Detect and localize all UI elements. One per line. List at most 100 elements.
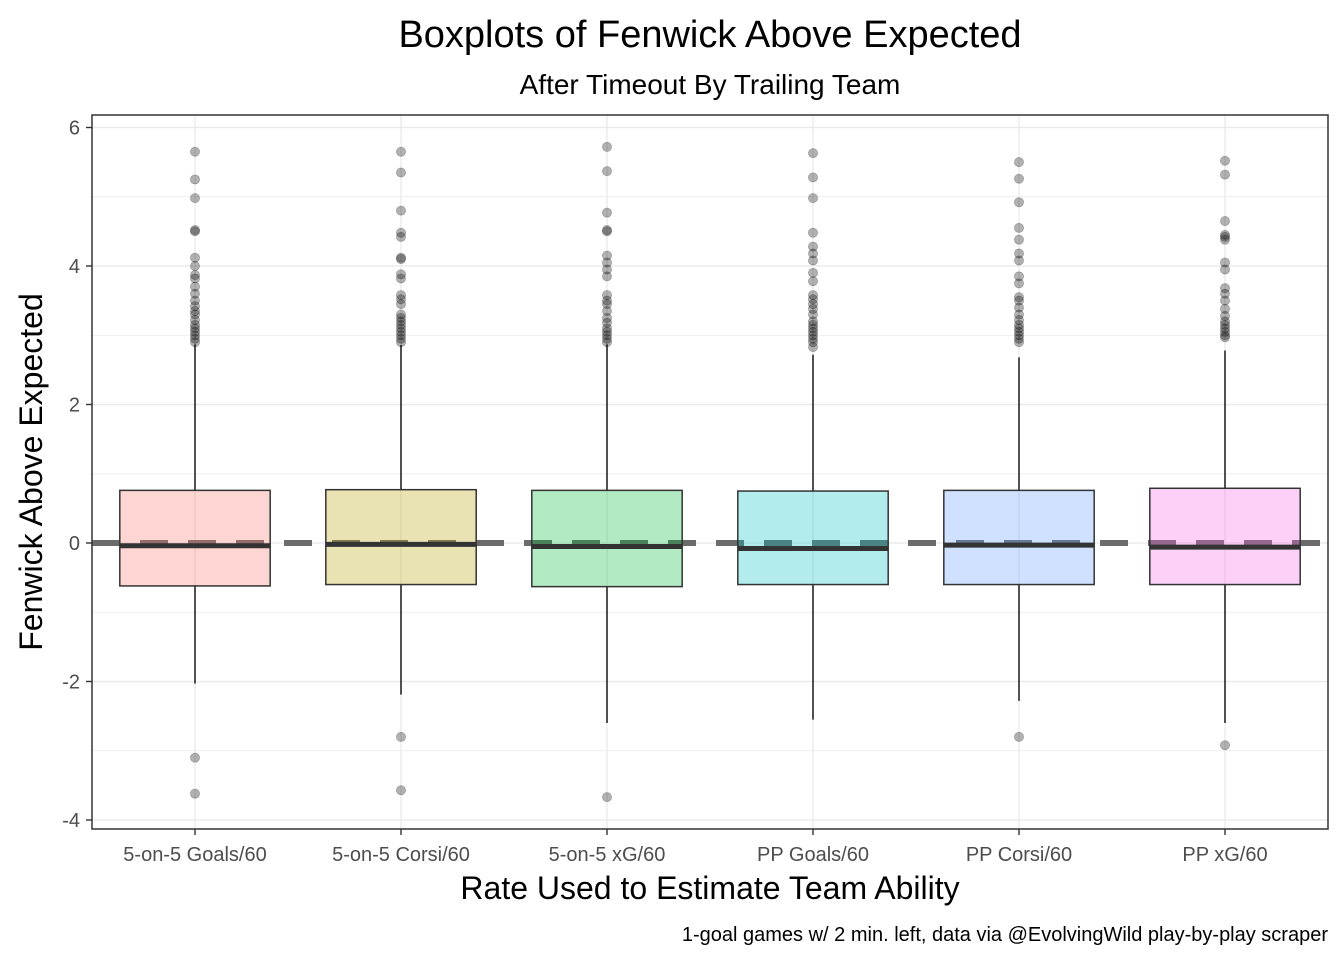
outlier-point (1220, 155, 1231, 166)
outlier-point (189, 174, 200, 185)
outlier-point (395, 785, 406, 796)
outlier-point (808, 248, 819, 259)
outlier-point (1220, 740, 1231, 751)
outlier-point (189, 273, 200, 284)
outlier-point (808, 241, 819, 252)
outlier-point (395, 323, 406, 334)
outlier-point (395, 227, 406, 238)
outlier-point (808, 319, 819, 330)
outlier-point (808, 330, 819, 341)
outlier-point (189, 337, 200, 348)
outlier-point (1014, 278, 1025, 289)
x-tick-label: 5-on-5 xG/60 (549, 844, 666, 866)
box-group (531, 141, 683, 803)
outlier-point (395, 731, 406, 742)
outlier-point (602, 330, 613, 341)
box-group (737, 148, 889, 720)
outlier-point (602, 323, 613, 334)
outlier-point (395, 273, 406, 284)
outlier-point (1220, 319, 1231, 330)
outlier-point (808, 323, 819, 334)
outlier-point (602, 141, 613, 152)
outlier-point (189, 752, 200, 763)
outlier-point (395, 254, 406, 265)
x-tick-label: PP Corsi/60 (966, 844, 1072, 866)
outlier-point (808, 342, 819, 353)
outlier-point (602, 271, 613, 282)
outlier-point (808, 255, 819, 266)
outlier-point (808, 309, 819, 320)
outlier-point (808, 299, 819, 310)
outlier-point (1014, 319, 1025, 330)
outlier-point (1014, 222, 1025, 233)
outlier-point (808, 267, 819, 278)
outlier-point (189, 288, 200, 299)
x-tick-label: 5-on-5 Corsi/60 (332, 844, 470, 866)
chart-caption: 1-goal games w/ 2 min. left, data via @E… (682, 924, 1328, 946)
y-axis-title: Fenwick Above Expected (13, 293, 49, 651)
outlier-point (1220, 288, 1231, 299)
outlier-point (189, 224, 200, 235)
y-tick-label: 6 (69, 118, 80, 140)
outlier-point (1220, 332, 1231, 343)
x-tick-label: PP Goals/60 (757, 844, 869, 866)
outlier-point (189, 333, 200, 344)
outlier-point (1014, 326, 1025, 337)
outlier-point (1220, 330, 1231, 341)
outlier-point (602, 264, 613, 275)
outlier-point (602, 257, 613, 268)
x-axis: 5-on-5 Goals/60 5-on-5 Corsi/60 5-on-5 xG/… (123, 829, 1268, 866)
outlier-point (808, 193, 819, 204)
y-tick-label: -4 (62, 810, 80, 832)
outlier-point (602, 792, 613, 803)
outlier-point (395, 167, 406, 178)
outlier-point (395, 326, 406, 337)
outlier-point (1014, 337, 1025, 348)
outlier-point (395, 294, 406, 305)
box (325, 488, 477, 586)
box-group (943, 157, 1095, 742)
outlier-point (189, 270, 200, 281)
outlier-point (602, 166, 613, 177)
plot-border (91, 114, 1329, 830)
outlier-point (1014, 197, 1025, 208)
outlier-point (1014, 323, 1025, 334)
outlier-point (602, 306, 613, 317)
box-group (119, 146, 271, 799)
outlier-point (1014, 292, 1025, 303)
box-group (325, 146, 477, 796)
outlier-point (808, 172, 819, 183)
outlier-point (189, 323, 200, 334)
outlier-point (1014, 731, 1025, 742)
outlier-point (1220, 257, 1231, 268)
outlier-point (1014, 315, 1025, 326)
plot-panel (92, 115, 1328, 829)
outlier-point (395, 205, 406, 216)
outlier-point (1014, 302, 1025, 313)
outlier-point (1014, 234, 1025, 245)
outlier-point (395, 312, 406, 323)
box-group (1149, 155, 1301, 751)
outlier-point (395, 146, 406, 157)
outlier-point (189, 330, 200, 341)
outlier-point (1014, 295, 1025, 306)
outlier-point (1014, 255, 1025, 266)
outlier-point (189, 315, 200, 326)
outlier-point (808, 290, 819, 301)
outlier-point (1220, 169, 1231, 180)
outlier-point (395, 269, 406, 280)
outlier-point (189, 252, 200, 263)
outlier-point (602, 312, 613, 323)
x-tick-label: 5-on-5 Goals/60 (123, 844, 266, 866)
y-tick-label: -2 (62, 672, 80, 694)
outlier-point (1014, 157, 1025, 168)
outlier-point (189, 788, 200, 799)
outlier-point (808, 303, 819, 314)
outlier-point (602, 224, 613, 235)
outlier-point (1014, 330, 1025, 341)
outlier-point (1220, 326, 1231, 337)
y-axis: -4 -2 0 2 4 6 (62, 118, 92, 832)
box (531, 489, 683, 588)
outlier-point (1014, 309, 1025, 320)
outlier-point (189, 260, 200, 271)
